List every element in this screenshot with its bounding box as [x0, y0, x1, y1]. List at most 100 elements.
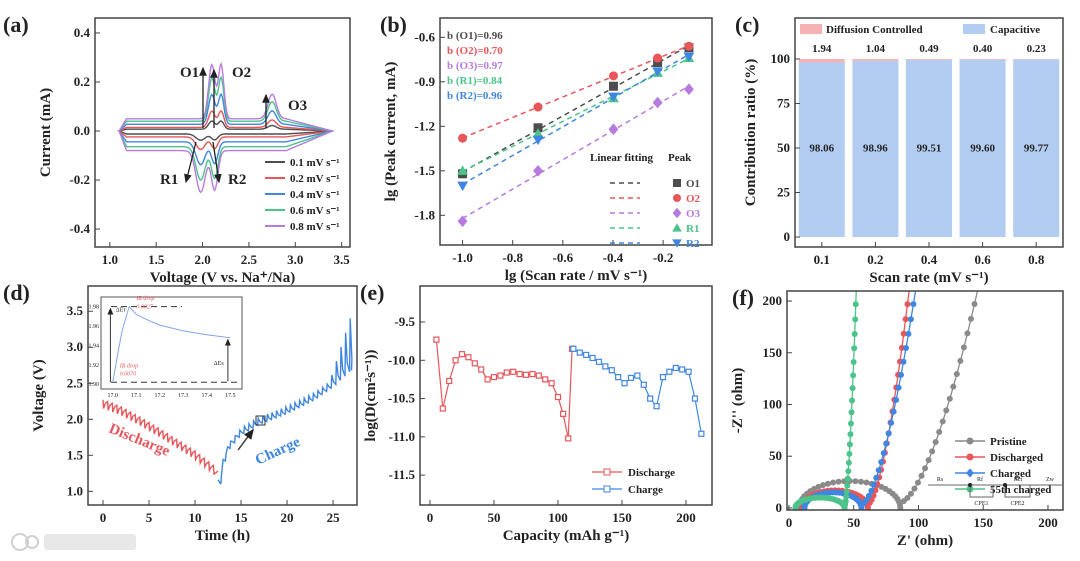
data-point-Charged [893, 396, 900, 403]
delta-es-label: ΔEs [214, 361, 225, 367]
data-point-Charge [691, 395, 699, 402]
series-line-Charged [803, 291, 917, 510]
x-tick-label: 15 [235, 510, 249, 525]
fit-line-O1 [462, 44, 690, 173]
series-line-Charge [573, 348, 702, 434]
data-point-Discharged [870, 492, 877, 499]
data-point-Charge [679, 366, 686, 373]
data-point-55th charged [850, 359, 857, 366]
inset-frame [100, 296, 243, 390]
data-point-Charge [672, 364, 679, 372]
axes-frame [87, 285, 358, 506]
bar-diffusion [852, 58, 899, 61]
peak-label-O3: O3 [288, 98, 307, 114]
data-point-Discharge [535, 372, 542, 379]
circuit-label: Rct [1014, 477, 1023, 483]
x-tick-label: 50 [847, 515, 860, 530]
diffusion-value-label: 1.04 [866, 43, 886, 55]
y-tick-label: 3.0 [67, 339, 83, 354]
data-point-Discharged [900, 330, 907, 337]
data-point-Discharge [452, 357, 459, 364]
data-point-Charge [602, 363, 609, 370]
bar-capacitive [798, 62, 845, 238]
data-point-Discharge [471, 360, 478, 367]
data-point-Charged [880, 450, 887, 457]
panel-label: (e) [360, 280, 384, 305]
data-point-O2 [458, 133, 468, 143]
ir-drop-top-label: IR drop [135, 296, 154, 302]
inset-x-tick-label: 17.5 [225, 393, 236, 399]
x-tick-label: 20 [281, 510, 294, 525]
legend-label: O3 [686, 208, 701, 220]
data-point-Pristine [858, 478, 865, 485]
x-tick-label: 25 [327, 510, 341, 525]
data-point-Charged [875, 467, 882, 474]
data-point-Discharge [565, 435, 572, 442]
b-value-label: b (R1)=0.84 [447, 75, 503, 87]
data-point-O2 [684, 41, 694, 51]
plot-area-c [798, 58, 1060, 238]
data-point-Charge [666, 368, 673, 375]
y-tick-label: -11.5 [389, 467, 416, 482]
data-point-55th charged [844, 475, 851, 482]
legend-swatch-capacitive [963, 24, 985, 34]
data-point-Pristine [925, 457, 932, 464]
data-point-Pristine [835, 478, 842, 485]
inset-y-tick-label: 1.92 [89, 363, 100, 369]
y-tick-label: -10.0 [388, 352, 415, 367]
axes-frame [439, 17, 713, 246]
legend-marker [672, 207, 682, 219]
diffusion-value-label: 0.40 [973, 43, 993, 55]
data-point-Pristine [852, 478, 859, 485]
legend-label: Charged [990, 468, 1031, 480]
y-tick-label: -1.5 [414, 163, 435, 178]
data-point-Charged [907, 316, 914, 323]
capacitive-value-label: 98.06 [809, 143, 834, 155]
legend-marker [673, 179, 681, 187]
series-line-Discharge [435, 339, 573, 439]
x-tick-label: 100 [548, 510, 568, 525]
data-point-55th charged [848, 409, 855, 416]
x-tick-label: 0 [786, 515, 793, 530]
axes-frame [94, 17, 351, 248]
y-tick-label: 1.5 [67, 447, 84, 462]
panel-label: (b) [380, 12, 407, 37]
data-point-Charge [570, 345, 577, 352]
data-point-Charge [621, 380, 628, 387]
data-point-Pristine [897, 504, 904, 510]
data-point-Charged [870, 481, 877, 488]
legend-label: R2 [686, 238, 700, 250]
x-tick-label: 0.1 [814, 252, 830, 267]
x-tick-label: -1.0 [452, 250, 473, 265]
b-value-label: b (O1)=0.96 [447, 30, 503, 42]
data-point-Discharge [439, 405, 446, 412]
data-point-Charge [653, 403, 660, 410]
charge-label: Charge [253, 434, 303, 469]
discharge-curve [102, 399, 219, 476]
data-point-Charged [878, 458, 885, 465]
data-point-Discharge [516, 370, 523, 378]
data-point-O1 [533, 123, 543, 133]
inset-y-tick-label: 1.98 [89, 305, 100, 311]
legend-label: 55th charged [990, 484, 1051, 496]
x-tick-label: 0.4 [921, 252, 938, 267]
plot-area-d [102, 318, 353, 485]
data-point-Charged [883, 440, 890, 447]
inset-y-tick-label: 1.94 [89, 343, 100, 349]
y-tick-label: 0 [784, 229, 791, 244]
circuit-label: Zw [1046, 477, 1055, 483]
y-axis-label: -Z'' (ohm) [730, 368, 746, 433]
circuit-node [968, 483, 972, 487]
legend-label: R1 [686, 223, 699, 235]
data-point-Charged [895, 384, 902, 391]
data-point-55th charged [851, 331, 858, 338]
y-tick-label: 2.5 [67, 375, 84, 390]
data-point-Charged [888, 419, 895, 426]
data-point-Pristine [815, 483, 822, 490]
y-tick-label: 100 [763, 396, 783, 411]
watermark-logo [11, 533, 136, 551]
inset-curve [112, 305, 231, 383]
y-axis-label: log(D(cm²s⁻¹)) [363, 350, 379, 442]
legend-marker [673, 194, 681, 202]
